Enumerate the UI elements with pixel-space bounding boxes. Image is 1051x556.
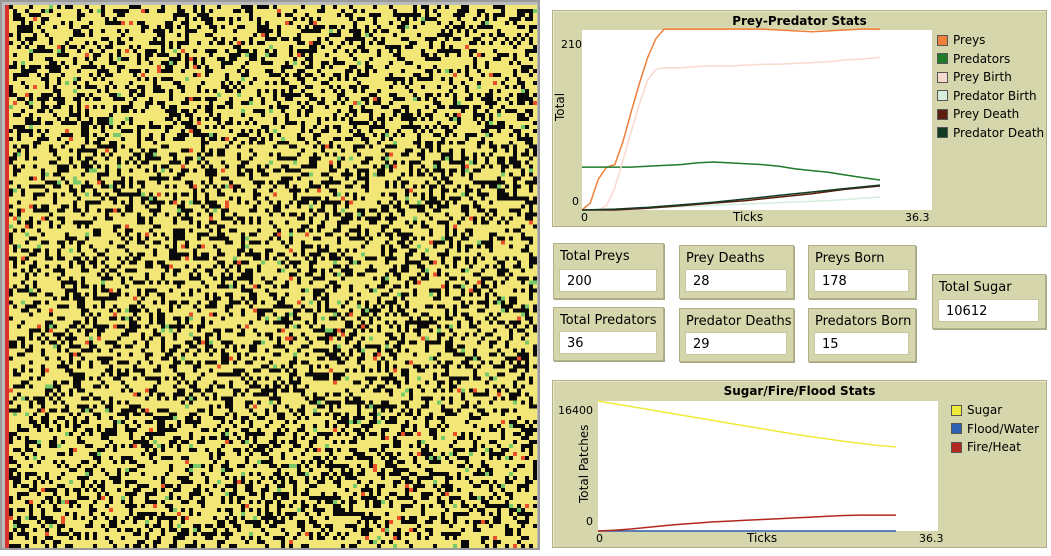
- series-line: [581, 184, 881, 211]
- monitor-value: 29: [685, 332, 787, 355]
- legend-item: Fire/Heat: [951, 438, 1039, 457]
- monitor-predator-deaths: Predator Deaths 29: [679, 308, 794, 362]
- monitor-label: Total Sugar: [939, 280, 1012, 295]
- legend-label: Sugar: [967, 403, 1003, 418]
- legend-item: Predator Death: [937, 124, 1044, 143]
- plot-legend: Sugar Flood/Water Fire/Heat: [951, 401, 1039, 457]
- monitor-total-sugar: Total Sugar 10612: [932, 274, 1046, 329]
- monitor-label: Total Predators: [560, 313, 657, 328]
- monitor-predators-born: Predators Born 15: [808, 308, 916, 362]
- prey-predator-lines: [581, 28, 881, 211]
- legend-item: Prey Birth: [937, 68, 1044, 87]
- series-line: [582, 185, 881, 211]
- legend-label: Predator Birth: [953, 88, 1037, 103]
- plot-title: Sugar/Fire/Flood Stats: [723, 384, 876, 398]
- monitor-total-predators: Total Predators 36: [553, 307, 664, 361]
- legend-swatch: [937, 90, 948, 102]
- y-axis-label: Total Patches: [577, 424, 591, 503]
- y-max-tick: 16400: [558, 404, 593, 417]
- x-min-tick: 0: [581, 211, 588, 224]
- monitor-total-preys: Total Preys 200: [553, 243, 664, 299]
- legend-label: Predator Death: [953, 125, 1045, 140]
- x-min-tick: 0: [596, 532, 603, 545]
- series-line: [597, 514, 896, 532]
- monitor-label: Preys Born: [815, 251, 885, 266]
- monitor-value: 10612: [938, 299, 1039, 322]
- legend-swatch: [937, 71, 948, 83]
- plot-area: [582, 30, 932, 210]
- x-axis-label: Ticks: [747, 531, 778, 545]
- monitor-value: 178: [814, 269, 909, 292]
- y-min-tick: 0: [572, 195, 579, 208]
- monitor-value: 28: [685, 269, 787, 292]
- x-axis-label: Ticks: [733, 210, 764, 224]
- y-axis-label: Total: [553, 92, 567, 121]
- world-frame: [2, 2, 538, 548]
- monitor-label: Total Preys: [560, 249, 630, 264]
- legend-swatch: [951, 441, 962, 453]
- legend-swatch: [937, 127, 948, 139]
- series-line: [582, 56, 881, 211]
- legend-item: Sugar: [951, 401, 1039, 420]
- monitor-value: 200: [559, 269, 657, 292]
- legend-label: Flood/Water: [967, 421, 1040, 436]
- world-view[interactable]: [0, 0, 540, 550]
- legend-label: Fire/Heat: [967, 440, 1021, 455]
- monitor-label: Prey Deaths: [686, 251, 765, 266]
- legend-swatch: [937, 108, 948, 120]
- legend-item: Flood/Water: [951, 420, 1039, 439]
- legend-swatch: [951, 404, 962, 416]
- monitor-preys-born: Preys Born 178: [808, 245, 916, 299]
- world-patches-canvas[interactable]: [5, 5, 537, 548]
- series-line: [581, 28, 880, 211]
- y-min-tick: 0: [586, 515, 593, 528]
- legend-item: Predator Birth: [937, 87, 1044, 106]
- legend-swatch: [937, 34, 948, 46]
- plot-area: [598, 401, 938, 531]
- legend-label: Prey Birth: [953, 70, 1012, 85]
- legend-label: Prey Death: [953, 107, 1020, 122]
- sugar-fire-flood-lines: [597, 400, 897, 532]
- monitor-prey-deaths: Prey Deaths 28: [679, 245, 794, 299]
- legend-item: Predators: [937, 50, 1044, 69]
- legend-item: Prey Death: [937, 105, 1044, 124]
- prey-predator-plot: Prey-Predator Stats 210 0 0 36.3 Ticks T…: [552, 10, 1047, 227]
- legend-label: Predators: [953, 51, 1011, 66]
- monitor-value: 15: [814, 332, 909, 355]
- plot-legend: Preys Predators Prey Birth Predator Birth Pr…: [937, 31, 1044, 142]
- legend-label: Preys: [953, 33, 986, 48]
- legend-item: Preys: [937, 31, 1044, 50]
- sugar-fire-flood-plot: Sugar/Fire/Flood Stats 16400 0 0 36.3 Ti…: [552, 380, 1047, 548]
- series-line: [597, 400, 897, 448]
- legend-swatch: [951, 423, 962, 435]
- monitor-label: Predators Born: [815, 314, 912, 329]
- legend-swatch: [937, 53, 948, 65]
- monitor-label: Predator Deaths: [686, 314, 792, 329]
- monitor-value: 36: [559, 331, 657, 354]
- series-line: [582, 161, 881, 181]
- x-max-tick: 36.3: [905, 211, 930, 224]
- plot-title: Prey-Predator Stats: [732, 14, 867, 28]
- y-max-tick: 210: [561, 38, 582, 51]
- x-max-tick: 36.3: [919, 532, 944, 545]
